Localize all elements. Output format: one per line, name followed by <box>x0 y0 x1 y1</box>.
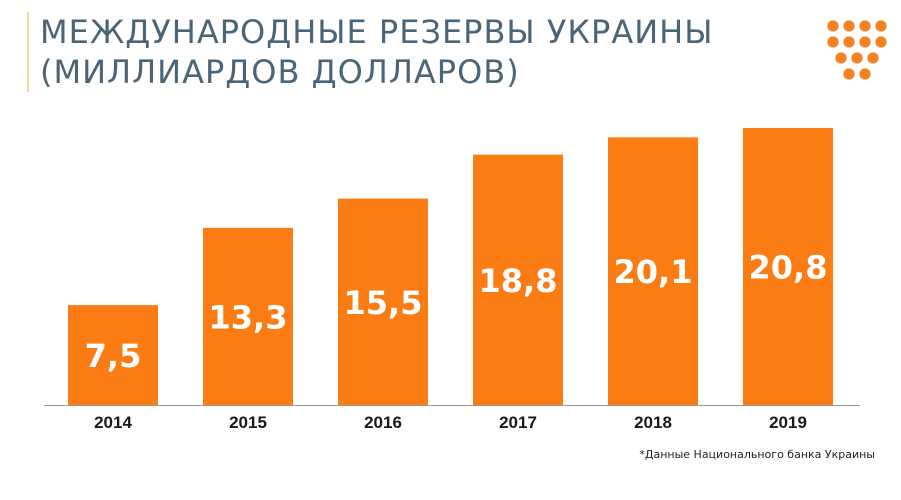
bar-2014 <box>68 305 158 405</box>
x-tick-label-2014: 2014 <box>94 413 132 432</box>
logo-dot <box>843 36 855 48</box>
bar-2016 <box>338 198 428 405</box>
logo-dot <box>859 20 871 32</box>
logo-dot <box>843 20 855 32</box>
data-label-2017: 18,8 <box>479 262 558 300</box>
bar-chart: 7,5 2014 13,3 2015 15,5 2016 18,8 2017 20,1 2018 2… <box>44 128 860 432</box>
data-label-2015: 13,3 <box>209 298 288 336</box>
chart-title-line-2: (МИЛЛИАРДОВ ДОЛЛАРОВ) <box>40 53 520 91</box>
logo-dot <box>859 68 871 80</box>
logo-dot <box>827 36 839 48</box>
bar-2017 <box>473 154 563 405</box>
logo-dot <box>843 68 855 80</box>
logo-dot <box>851 52 863 64</box>
data-label-2016: 15,5 <box>344 284 423 322</box>
dot-triangle-logo-icon <box>827 20 887 80</box>
logo-dot <box>835 52 847 64</box>
x-tick-label-2019: 2019 <box>769 413 807 432</box>
logo-dot <box>875 36 887 48</box>
x-tick-label-2015: 2015 <box>229 413 267 432</box>
x-tick-label-2016: 2016 <box>364 413 402 432</box>
bar-2015 <box>203 227 293 405</box>
data-label-2018: 20,1 <box>614 253 693 291</box>
bar-2019 <box>743 128 833 405</box>
data-label-2014: 7,5 <box>85 337 142 375</box>
x-tick-label-2018: 2018 <box>634 413 672 432</box>
data-label-2019: 20,8 <box>749 249 828 287</box>
logo-dot <box>867 52 879 64</box>
source-footnote: *Данные Национального банка Украины <box>639 448 875 461</box>
title-accent-rule <box>27 12 29 92</box>
chart-title-line-1: МЕЖДУНАРОДНЫЕ РЕЗЕРВЫ УКРАИНЫ <box>40 13 714 51</box>
x-tick-label-2017: 2017 <box>499 413 537 432</box>
logo-dot <box>859 36 871 48</box>
bar-2018 <box>608 137 698 405</box>
chart-title: МЕЖДУНАРОДНЫЕ РЕЗЕРВЫ УКРАИНЫ (МИЛЛИАРДО… <box>40 12 713 92</box>
logo-dot <box>827 20 839 32</box>
logo-dot <box>875 20 887 32</box>
